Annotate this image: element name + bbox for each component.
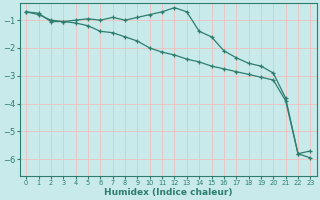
X-axis label: Humidex (Indice chaleur): Humidex (Indice chaleur) [104,188,233,197]
